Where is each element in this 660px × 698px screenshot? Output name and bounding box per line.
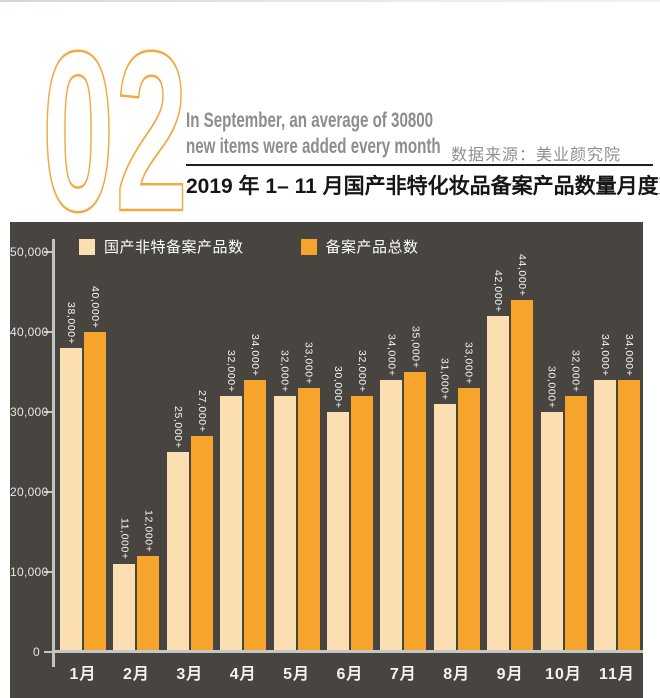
month-label: 6月 (336, 666, 364, 683)
y-axis-line (52, 239, 55, 667)
bar-value-label: 30,000+ (331, 365, 344, 408)
month-label: 2月 (122, 666, 150, 683)
bar-value-label: 32,000+ (278, 349, 291, 392)
bar-total: 34,000+ (617, 334, 640, 652)
bar-value-label: 34,000+ (249, 333, 262, 376)
bar-total: 40,000+ (84, 286, 106, 652)
y-tick-mark (44, 491, 53, 493)
bar-group: 34,000+ 35,000+ (380, 326, 427, 652)
bar-value-label: 32,000+ (355, 349, 368, 392)
bar-domestic-nonspecial: 34,000+ (380, 334, 403, 652)
y-tick-label: 50,000 (10, 245, 49, 259)
bar-value-label: 11,000+ (118, 518, 131, 560)
x-axis-labels: 1月 2月 3月 4月 5月 6月 7月 8月 9月 10月 11月 (60, 660, 640, 684)
legend-label: 国产非特备案产品数 (104, 239, 244, 256)
bar-group: 31,000+ 33,000+ (433, 342, 480, 652)
y-tick-label: 20,000 (10, 485, 49, 499)
bar-value-label: 38,000+ (65, 301, 77, 344)
y-tick-label: 0 (33, 645, 40, 659)
bar-domestic-nonspecial: 11,000+ (113, 518, 136, 652)
header-divider (186, 164, 653, 166)
month-label: 10月 (545, 666, 582, 683)
bar-group: 42,000+ 44,000+ (487, 254, 534, 652)
bar-value-label: 34,000+ (385, 333, 398, 376)
subtitle-english: In September, an average of 30800 new it… (186, 108, 441, 160)
page-title: 2019 年 1– 11 月国产非特化妆品备案产品数量月度变化 (186, 175, 660, 198)
legend-swatch (300, 238, 317, 255)
bar-value-label: 33,000+ (302, 341, 315, 384)
bar-value-label: 32,000+ (225, 349, 238, 392)
bar-group: 25,000+ 27,000+ (166, 390, 213, 652)
bar-value-label: 40,000+ (89, 285, 101, 328)
bar-group: 30,000+ 32,000+ (540, 350, 587, 652)
bar-total: 33,000+ (457, 342, 480, 652)
y-tick-label: 30,000 (10, 405, 49, 419)
month-label: 3月 (176, 666, 204, 683)
page-top-rule (0, 0, 660, 2)
bar-value-label: 31,000+ (438, 357, 451, 400)
bar-domestic-nonspecial: 34,000+ (593, 334, 616, 652)
y-tick-label: 40,000 (10, 325, 49, 339)
bar-value-label: 34,000+ (598, 333, 611, 376)
bar-value-label: 27,000+ (195, 389, 208, 432)
month-label: 11月 (598, 666, 635, 683)
bar-group: 32,000+ 33,000+ (273, 342, 320, 652)
bar-group: 34,000+ 34,000+ (593, 334, 640, 652)
y-tick-mark (44, 411, 53, 413)
bar-value-label: 25,000+ (171, 405, 184, 448)
y-tick-mark (44, 251, 53, 253)
bar-value-label: 33,000+ (462, 341, 475, 384)
legend-swatch (79, 238, 95, 255)
bar-value-label: 44,000+ (516, 253, 529, 296)
y-tick-mark (44, 651, 53, 653)
bar-domestic-nonspecial: 31,000+ (433, 358, 456, 652)
plot-area: 38,000+ 40,000+ 11,000+ 12,000+ 25,000+ 27,00… (60, 252, 640, 652)
month-label: 7月 (389, 666, 417, 683)
bar-domestic-nonspecial: 30,000+ (326, 366, 349, 652)
legend-label: 备案产品总数 (325, 239, 419, 256)
section-number: 02 (41, 5, 189, 259)
legend-item: 国产非特备案产品数 (79, 236, 244, 257)
bar-value-label: 42,000+ (492, 269, 505, 312)
bar-domestic-nonspecial: 42,000+ (487, 270, 510, 652)
y-tick-label: 10,000 (10, 565, 49, 579)
bar-total: 27,000+ (190, 390, 213, 652)
bar-domestic-nonspecial: 30,000+ (540, 366, 563, 652)
bar-domestic-nonspecial: 38,000+ (60, 302, 82, 652)
bar-domestic-nonspecial: 25,000+ (166, 406, 189, 652)
month-label: 4月 (229, 666, 257, 683)
chart-legend: 国产非特备案产品数 备案产品总数 (79, 236, 419, 257)
bar-total: 12,000+ (137, 510, 160, 652)
bar-group: 38,000+ 40,000+ (60, 286, 106, 652)
bar-domestic-nonspecial: 32,000+ (220, 350, 243, 652)
y-tick-mark (44, 331, 53, 333)
bar-group: 30,000+ 32,000+ (326, 350, 373, 652)
bar-total: 44,000+ (511, 254, 534, 652)
subtitle-line-2: new items were added every month (186, 135, 441, 158)
month-label: 1月 (69, 666, 97, 683)
subtitle-line-1: In September, an average of 30800 (186, 109, 434, 132)
bar-group: 11,000+ 12,000+ (113, 510, 160, 652)
x-axis-line (52, 650, 643, 653)
bar-value-label: 34,000+ (622, 333, 635, 376)
bar-total: 34,000+ (244, 334, 267, 652)
bar-value-label: 12,000+ (142, 509, 155, 552)
y-tick-mark (44, 571, 53, 573)
data-source-label: 数据来源：美业颜究院 (451, 147, 622, 164)
bar-chart: 国产非特备案产品数 备案产品总数 50,000 40,000 30,000 20,000… (10, 222, 643, 698)
bar-value-label: 30,000+ (545, 365, 558, 408)
month-label: 5月 (283, 666, 311, 683)
month-label: 8月 (443, 666, 471, 683)
bar-total: 35,000+ (404, 326, 427, 652)
bar-value-label: 32,000+ (569, 349, 582, 392)
bar-total: 32,000+ (350, 350, 373, 652)
bar-group: 32,000+ 34,000+ (220, 334, 267, 652)
bar-value-label: 35,000+ (409, 325, 422, 368)
bar-total: 33,000+ (297, 342, 320, 652)
bar-domestic-nonspecial: 32,000+ (273, 350, 296, 652)
bar-total: 32,000+ (564, 350, 587, 652)
legend-item: 备案产品总数 (300, 236, 419, 257)
month-label: 9月 (496, 666, 524, 683)
